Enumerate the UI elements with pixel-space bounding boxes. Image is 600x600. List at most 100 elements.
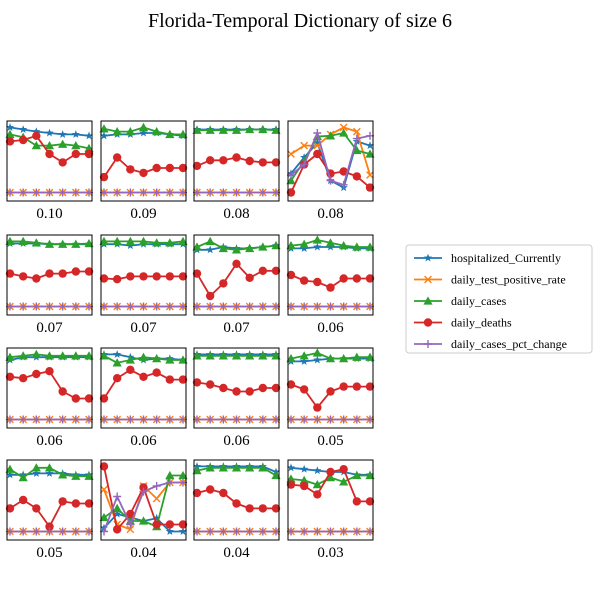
panel-6: 0.07 bbox=[99, 234, 188, 336]
data-point bbox=[18, 374, 28, 383]
series-daily-cases-pct-change bbox=[100, 302, 187, 311]
data-point bbox=[232, 415, 241, 424]
data-point bbox=[325, 131, 336, 140]
series-daily-cases-pct-change bbox=[287, 527, 374, 536]
data-point bbox=[206, 527, 215, 536]
data-point bbox=[313, 403, 322, 412]
data-point bbox=[125, 236, 135, 246]
series-daily-deaths bbox=[286, 465, 375, 506]
data-point bbox=[312, 235, 322, 244]
series-daily-cases bbox=[192, 463, 281, 480]
data-point bbox=[365, 274, 375, 283]
panel-caption: 0.06 bbox=[36, 433, 63, 449]
data-point bbox=[5, 504, 15, 513]
data-point bbox=[165, 163, 175, 173]
data-point bbox=[5, 123, 15, 131]
data-point bbox=[339, 180, 348, 189]
data-point bbox=[219, 156, 228, 165]
small-multiples-grid: 0.10 0.09 0.08 0.08 0.07 0.07 0.07 0.06 0.06 0.06… bbox=[5, 120, 375, 561]
data-point bbox=[152, 272, 161, 281]
data-point bbox=[258, 463, 268, 472]
data-point bbox=[5, 236, 15, 246]
data-point bbox=[18, 272, 28, 281]
data-point bbox=[205, 485, 215, 494]
series-daily-cases-pct-change bbox=[100, 188, 187, 197]
data-point bbox=[58, 497, 67, 506]
panel-frame bbox=[193, 347, 280, 429]
series-daily-deaths bbox=[192, 153, 281, 171]
data-point bbox=[286, 188, 296, 197]
data-point bbox=[100, 485, 108, 494]
series-daily-cases-pct-change bbox=[6, 415, 93, 424]
data-point bbox=[32, 469, 41, 477]
data-point bbox=[365, 183, 375, 192]
data-point bbox=[58, 351, 68, 360]
data-point bbox=[245, 156, 254, 166]
data-point bbox=[71, 302, 80, 311]
data-point bbox=[19, 302, 28, 311]
data-point bbox=[58, 387, 67, 396]
data-point bbox=[325, 354, 336, 363]
data-point bbox=[352, 242, 362, 251]
data-point bbox=[45, 149, 54, 159]
data-point bbox=[126, 165, 135, 174]
data-point bbox=[126, 365, 135, 374]
series-daily-cases-pct-change bbox=[287, 129, 374, 189]
series-daily-cases-pct-change bbox=[193, 188, 280, 197]
data-point bbox=[339, 382, 348, 391]
data-point bbox=[192, 378, 202, 387]
data-point bbox=[152, 520, 161, 529]
data-point bbox=[165, 470, 175, 480]
data-point bbox=[165, 527, 174, 535]
data-point bbox=[84, 149, 94, 159]
data-point bbox=[112, 275, 122, 284]
series-daily-deaths bbox=[99, 153, 188, 182]
data-point bbox=[192, 242, 202, 251]
data-point bbox=[205, 156, 215, 165]
series-daily-deaths bbox=[99, 365, 188, 403]
series-daily-deaths bbox=[5, 495, 94, 531]
series-daily-deaths bbox=[5, 367, 94, 403]
data-point bbox=[299, 351, 309, 360]
data-point bbox=[231, 125, 242, 134]
data-point bbox=[258, 504, 268, 513]
panel-frame bbox=[6, 120, 93, 202]
data-point bbox=[165, 302, 174, 311]
data-point bbox=[365, 149, 375, 158]
data-point bbox=[18, 135, 28, 145]
panel-4: 0.08 bbox=[286, 120, 375, 222]
legend-entry-daily-cases: daily_cases bbox=[414, 294, 507, 308]
panel-frame bbox=[100, 459, 187, 541]
data-point bbox=[286, 354, 296, 363]
data-point bbox=[339, 123, 348, 132]
data-point bbox=[300, 464, 309, 473]
series-daily-deaths bbox=[192, 485, 281, 513]
data-point bbox=[192, 466, 202, 475]
data-point bbox=[313, 466, 322, 475]
data-point bbox=[365, 497, 375, 506]
data-point bbox=[32, 415, 41, 424]
figure-title: Florida-Temporal Dictionary of size 6 bbox=[148, 10, 452, 32]
data-point bbox=[339, 302, 348, 311]
data-point bbox=[218, 125, 228, 134]
data-point bbox=[113, 188, 122, 197]
data-point bbox=[352, 274, 362, 283]
data-point bbox=[84, 351, 94, 360]
data-point bbox=[126, 188, 135, 197]
data-point bbox=[219, 415, 228, 424]
data-point bbox=[299, 385, 309, 394]
data-point bbox=[300, 302, 309, 311]
data-point bbox=[232, 387, 241, 396]
data-point bbox=[71, 188, 80, 197]
data-point bbox=[32, 369, 41, 379]
series-daily-cases-pct-change bbox=[287, 302, 374, 311]
data-point bbox=[352, 127, 361, 136]
data-point bbox=[231, 351, 242, 360]
data-point bbox=[139, 168, 148, 178]
data-point bbox=[71, 149, 81, 159]
data-point bbox=[99, 394, 109, 403]
data-point bbox=[206, 188, 215, 197]
data-point bbox=[71, 239, 81, 248]
data-point bbox=[5, 464, 15, 473]
data-point bbox=[58, 269, 67, 278]
